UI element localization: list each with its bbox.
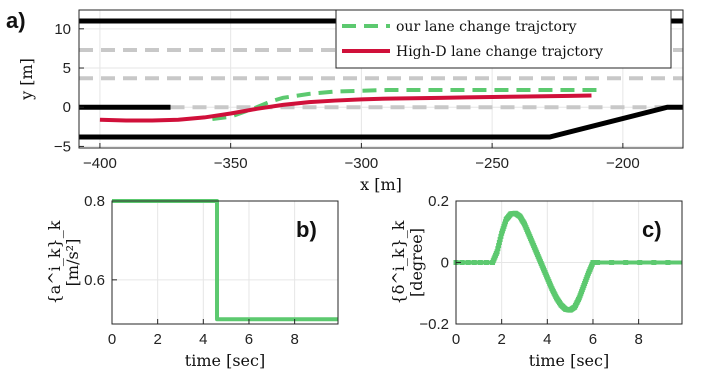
- series-marker: [471, 260, 477, 265]
- series-marker: [483, 260, 489, 265]
- y-tick-label: 0: [441, 255, 449, 272]
- series-marker: [623, 260, 629, 265]
- legend-entry: High-D lane change trajctory: [396, 44, 603, 60]
- y-tick-label: 0: [63, 99, 71, 116]
- series-marker: [595, 260, 601, 265]
- legend-box: [335, 9, 672, 69]
- x-tick-label: −250: [475, 155, 509, 172]
- series-marker: [498, 233, 504, 239]
- series-marker: [665, 260, 671, 265]
- y-tick-label: −0.2: [419, 316, 449, 333]
- series-marker: [495, 246, 501, 252]
- x-axis-label: time [sec]: [529, 351, 609, 370]
- y-axis-label-unit: [m/s²]: [63, 239, 82, 287]
- panel-label: b): [296, 217, 317, 242]
- series-marker: [465, 260, 471, 265]
- x-tick-label: −400: [83, 155, 117, 172]
- y-axis-label-symbol: {δ^i_k}_k: [389, 220, 408, 304]
- x-tick-label: 4: [199, 331, 207, 348]
- y-axis-label-symbol: {a^i_k}_k: [45, 220, 64, 304]
- legend-entry: our lane change trajctory: [396, 19, 577, 35]
- x-tick-label: 0: [108, 331, 116, 348]
- panel-label-a: a): [6, 8, 26, 33]
- x-axis-label: x [m]: [360, 175, 402, 194]
- x-tick-label: 2: [497, 331, 505, 348]
- y-axis-label-unit: [degree]: [407, 228, 426, 297]
- series-marker: [609, 260, 615, 265]
- x-tick-label: 0: [452, 331, 460, 348]
- y-tick-label: 0.8: [84, 193, 105, 210]
- series-marker: [651, 260, 657, 265]
- series-marker: [637, 260, 643, 265]
- x-tick-label: 8: [634, 331, 642, 348]
- y-tick-label: 5: [63, 60, 71, 77]
- x-tick-label: 2: [153, 331, 161, 348]
- x-tick-label: −350: [214, 155, 248, 172]
- panel-b-acceleration-plot: 0 2 4 6 8 0.6 0.8 time [sec] {a^i_k}_k [m/s²] b): [45, 193, 339, 370]
- y-tick-label: 0.2: [428, 193, 449, 210]
- y-tick-label: 10: [54, 21, 71, 38]
- panel-a-trajectory-plot: −400 −350 −300 −250 −200 −5 0 5 10 x [m] y [m] a) ou…: [6, 8, 684, 194]
- road-boundary: [79, 104, 683, 140]
- series-marker: [459, 260, 465, 265]
- series-marker: [496, 240, 502, 246]
- series-marker: [496, 243, 502, 249]
- series-our-lane-change: [212, 87, 600, 121]
- series-marker: [494, 249, 500, 255]
- y-tick-label: −5: [54, 138, 71, 155]
- y-tick-label: 0.6: [84, 272, 105, 289]
- x-tick-label: 6: [589, 331, 597, 348]
- y-axis-label: y [m]: [17, 58, 36, 101]
- series-marker: [497, 236, 503, 242]
- x-axis-label: time [sec]: [185, 351, 265, 370]
- x-tick-label: 8: [290, 331, 298, 348]
- x-tick-label: 6: [245, 331, 253, 348]
- panel-label: c): [642, 217, 662, 242]
- x-tick-label: −300: [344, 155, 378, 172]
- x-tick-label: −200: [606, 155, 640, 172]
- series-highd-lane-change: [99, 93, 592, 123]
- series-marker: [477, 260, 483, 265]
- x-tick-label: 4: [543, 331, 551, 348]
- axes-frame: [111, 200, 339, 325]
